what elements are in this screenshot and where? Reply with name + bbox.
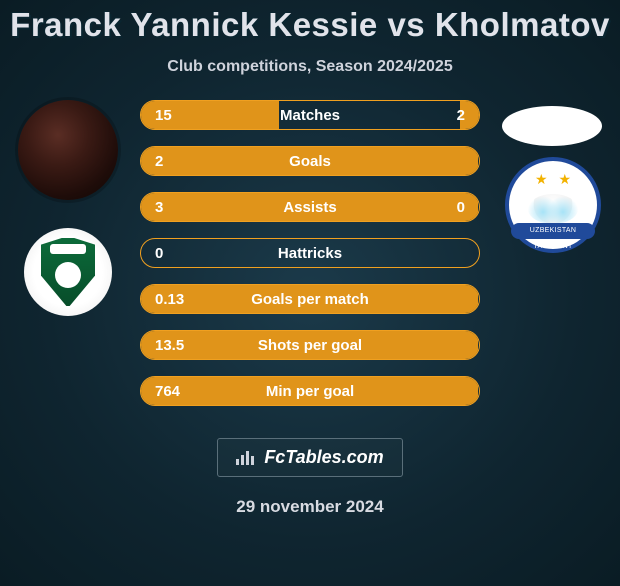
pakhtakor-ring-icon: UZBEKISTAN TASHKENT — [505, 157, 601, 253]
page-title: Franck Yannick Kessie vs Kholmatov — [0, 6, 620, 44]
club-left-crest — [24, 228, 112, 316]
stat-label: Goals — [141, 147, 479, 175]
value-right: 0 — [443, 193, 479, 221]
player-right-flag — [502, 106, 602, 146]
stat-bar: 764Min per goal — [140, 376, 480, 406]
stat-bar: 13.5Shots per goal — [140, 330, 480, 360]
value-right — [451, 331, 479, 359]
value-left: 764 — [141, 377, 194, 405]
stat-label: Matches — [141, 101, 479, 129]
value-right — [451, 285, 479, 313]
value-left: 3 — [141, 193, 177, 221]
club-right-crest: UZBEKISTAN TASHKENT — [504, 156, 602, 254]
stat-bar: 15 2Matches — [140, 100, 480, 130]
stat-bar: 0Hattricks — [140, 238, 480, 268]
club-ribbon: UZBEKISTAN TASHKENT — [511, 223, 595, 239]
stat-label: Assists — [141, 193, 479, 221]
cotton-icon — [528, 194, 578, 224]
stat-label: Hattricks — [141, 239, 479, 267]
brand-badge[interactable]: FcTables.com — [217, 438, 402, 477]
value-left: 15 — [141, 101, 186, 129]
value-right: 2 — [443, 101, 479, 129]
value-right — [451, 239, 479, 267]
comparison-arena: UZBEKISTAN TASHKENT 152Matches2Goals30As… — [0, 100, 620, 430]
shield-icon — [38, 236, 98, 308]
value-left: 2 — [141, 147, 177, 175]
footer: FcTables.com — [0, 438, 620, 477]
value-left: 0 — [141, 239, 177, 267]
value-right — [451, 147, 479, 175]
chart-icon — [236, 451, 256, 465]
value-left: 13.5 — [141, 331, 198, 359]
subtitle: Club competitions, Season 2024/2025 — [0, 58, 620, 76]
stat-bar: 3 0Assists — [140, 192, 480, 222]
stats-bars: 152Matches2Goals30Assists0Hattricks0.13G… — [140, 100, 480, 422]
value-right — [451, 377, 479, 405]
brand-text: FcTables.com — [264, 447, 383, 468]
player-left-avatar — [18, 100, 118, 200]
stat-bar: 2Goals — [140, 146, 480, 176]
value-left: 0.13 — [141, 285, 198, 313]
stat-bar: 0.13Goals per match — [140, 284, 480, 314]
date-text: 29 november 2024 — [0, 497, 620, 517]
